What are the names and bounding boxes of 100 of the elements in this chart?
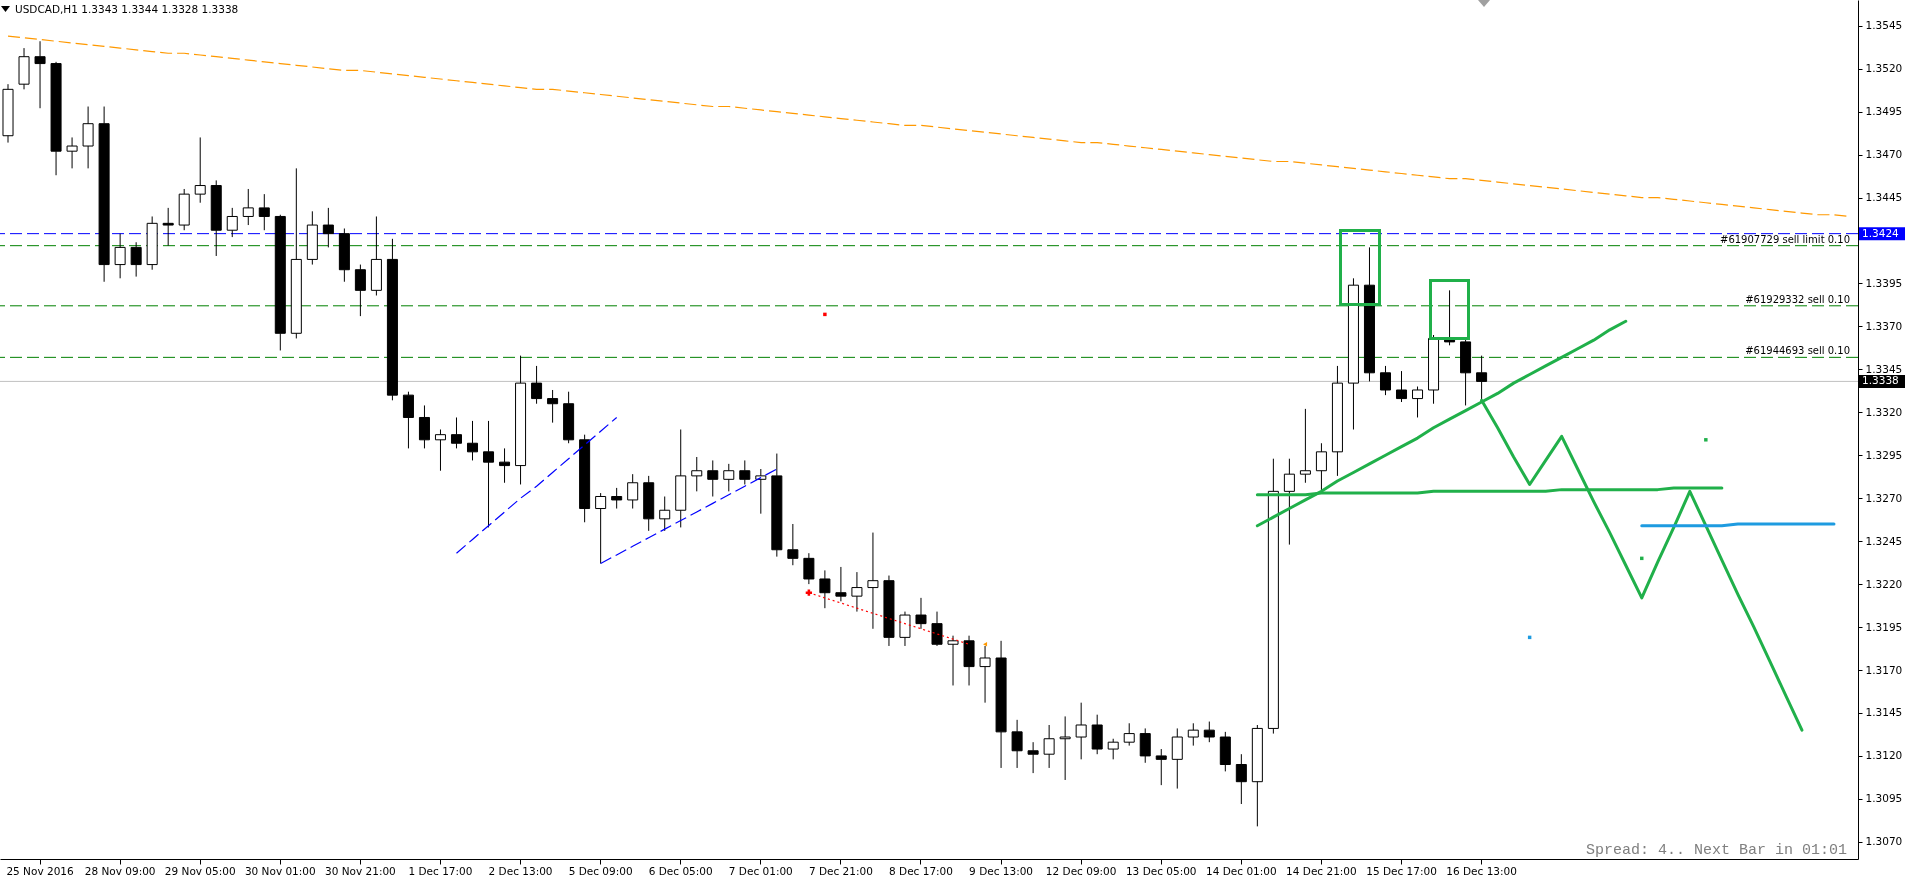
candlestick bbox=[450, 416, 462, 449]
candlestick bbox=[162, 207, 174, 247]
candlestick bbox=[595, 492, 607, 565]
y-tick-label: 1.3145 bbox=[1865, 706, 1903, 719]
candlestick bbox=[851, 571, 863, 613]
candlestick bbox=[787, 523, 799, 566]
candlestick bbox=[1011, 719, 1023, 769]
candlestick bbox=[483, 420, 495, 528]
candlestick bbox=[1187, 722, 1199, 747]
candlestick bbox=[803, 552, 815, 585]
candlestick bbox=[835, 566, 847, 602]
x-tick-label: 16 Dec 13:00 bbox=[1446, 864, 1517, 877]
y-tick-label: 1.3245 bbox=[1865, 534, 1903, 547]
candlestick bbox=[434, 429, 446, 472]
candlestick bbox=[418, 404, 430, 449]
y-tick-label: 1.3370 bbox=[1865, 319, 1903, 332]
candlestick bbox=[819, 569, 831, 609]
candlestick bbox=[1267, 458, 1279, 735]
candlestick bbox=[66, 136, 78, 169]
candlestick bbox=[931, 611, 943, 647]
candlestick bbox=[467, 420, 479, 461]
point bbox=[1704, 438, 1708, 442]
y-tick-label: 1.3120 bbox=[1865, 749, 1903, 762]
candlestick bbox=[1379, 365, 1391, 396]
candlestick bbox=[1059, 715, 1071, 781]
candlestick bbox=[1235, 753, 1247, 805]
candlestick bbox=[98, 106, 110, 283]
candlestick bbox=[723, 463, 735, 492]
candlestick bbox=[274, 214, 286, 351]
y-tick-label: 1.3395 bbox=[1865, 276, 1903, 289]
candlestick bbox=[1396, 370, 1408, 403]
x-tick-label: 30 Nov 01:00 bbox=[244, 864, 316, 877]
candlestick bbox=[18, 47, 30, 90]
candlestick bbox=[915, 597, 927, 630]
y-tick-label: 1.3295 bbox=[1865, 448, 1903, 461]
candlestick bbox=[1139, 727, 1151, 764]
candlestick bbox=[194, 136, 206, 204]
x-tick-label: 30 Nov 21:00 bbox=[324, 864, 396, 877]
x-tick-label: 7 Dec 01:00 bbox=[728, 864, 793, 877]
candlestick bbox=[1107, 738, 1119, 760]
candlestick bbox=[114, 233, 126, 279]
candlestick bbox=[50, 61, 62, 176]
y-tick-label: 1.3170 bbox=[1865, 663, 1903, 676]
x-tick-label: 14 Dec 21:00 bbox=[1286, 864, 1357, 877]
candlestick bbox=[755, 468, 767, 515]
candlestick bbox=[995, 640, 1007, 769]
candlestick bbox=[547, 389, 559, 424]
x-tick-label: 29 Nov 05:00 bbox=[164, 864, 236, 877]
x-tick-label: 1 Dec 17:00 bbox=[408, 864, 473, 877]
candlestick bbox=[867, 532, 879, 630]
candlestick bbox=[226, 207, 238, 238]
candlestick bbox=[1299, 408, 1311, 484]
candlestick bbox=[1219, 731, 1231, 772]
candlestick bbox=[370, 215, 382, 296]
y-tick-label: 1.3545 bbox=[1865, 19, 1903, 32]
candlestick bbox=[146, 215, 158, 271]
x-tick-label: 6 Dec 05:00 bbox=[648, 864, 713, 877]
candlestick bbox=[531, 365, 543, 405]
x-tick-label: 9 Dec 13:00 bbox=[969, 864, 1034, 877]
candlestick bbox=[130, 241, 142, 278]
candlestick bbox=[338, 228, 350, 283]
y-tick-label: 1.3095 bbox=[1865, 792, 1903, 805]
candlestick bbox=[242, 188, 254, 226]
candlestick bbox=[1412, 386, 1424, 418]
candlestick bbox=[1315, 442, 1327, 492]
y-tick-label: 1.3270 bbox=[1865, 491, 1903, 504]
candlestick bbox=[611, 487, 623, 510]
ref-line-label: #61944693 sell 0.10 bbox=[1745, 345, 1850, 357]
x-tick-label: 2 Dec 13:00 bbox=[488, 864, 553, 877]
x-tick-label: 25 Nov 2016 bbox=[6, 864, 74, 877]
candlestick bbox=[1251, 724, 1263, 827]
candlestick bbox=[883, 575, 895, 647]
candlestick bbox=[1203, 721, 1215, 743]
candlestick bbox=[1075, 702, 1087, 760]
candlestick bbox=[739, 459, 751, 485]
candlestick bbox=[1347, 277, 1359, 430]
candlestick bbox=[1171, 727, 1183, 790]
ref-line-label: #61929332 sell 0.10 bbox=[1745, 293, 1850, 305]
candlestick bbox=[82, 106, 94, 169]
candlestick bbox=[963, 635, 975, 686]
candlestick bbox=[563, 391, 575, 444]
ref-line-label: 1.3424 bbox=[1862, 226, 1900, 239]
candlestick bbox=[1283, 458, 1295, 546]
y-tick-label: 1.3345 bbox=[1865, 362, 1903, 375]
candlestick bbox=[322, 207, 334, 248]
candlestick bbox=[1428, 334, 1440, 405]
candlestick bbox=[354, 264, 366, 317]
candlestick bbox=[659, 496, 671, 532]
candlestick bbox=[643, 475, 655, 532]
y-tick-label: 1.3495 bbox=[1865, 105, 1903, 118]
candlestick bbox=[771, 453, 783, 558]
chart-title: USDCAD,H1 1.3343 1.3344 1.3328 1.3338 bbox=[15, 3, 239, 15]
candlestick bbox=[306, 210, 318, 266]
line-series bbox=[600, 468, 778, 565]
candlestick bbox=[1027, 741, 1039, 774]
y-tick-label: 1.3320 bbox=[1865, 405, 1903, 418]
candlestick bbox=[899, 611, 911, 647]
candlestick bbox=[258, 193, 270, 231]
y-tick-label: 1.3220 bbox=[1865, 577, 1903, 590]
candlestick bbox=[627, 473, 639, 510]
